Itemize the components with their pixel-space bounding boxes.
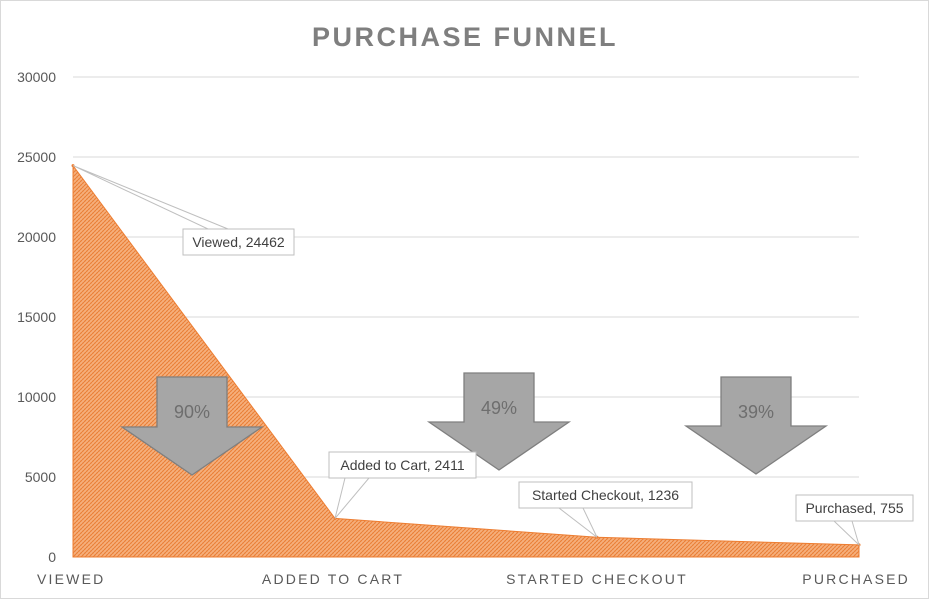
conversion-arrow [426, 372, 572, 471]
y-tick-label: 0 [48, 549, 56, 565]
callout-box [518, 481, 693, 509]
y-tick-label: 15000 [17, 309, 56, 325]
conversion-rate-label: 49% [481, 398, 517, 418]
y-axis-ticks: 0 5000 10000 15000 20000 25000 30000 [17, 69, 56, 565]
x-tick-label: VIEWED [37, 571, 105, 587]
callout-box [182, 228, 295, 256]
conversion-rate-label: 39% [738, 402, 774, 422]
y-tick-label: 10000 [17, 389, 56, 405]
callout-box [328, 451, 477, 479]
conversion-arrows: 90% 49% 39% [119, 372, 829, 476]
area-funnel-shape [72, 164, 860, 558]
conversion-arrow [683, 376, 829, 475]
x-tick-label: ADDED TO CART [262, 571, 404, 587]
data-label: Viewed, 24462 [192, 234, 285, 250]
y-tick-label: 25000 [17, 149, 56, 165]
data-label: Started Checkout, 1236 [532, 487, 679, 503]
callout-pointer [557, 507, 598, 538]
x-tick-label: PURCHASED [802, 571, 910, 587]
x-axis-ticks: VIEWED ADDED TO CART STARTED CHECKOUT PURCH… [37, 571, 910, 587]
callout-box [795, 494, 914, 522]
data-label: Added to Cart, 2411 [340, 457, 464, 473]
y-tick-label: 30000 [17, 69, 56, 85]
callout-pointer [334, 477, 371, 519]
x-tick-label: STARTED CHECKOUT [506, 571, 688, 587]
conversion-arrow [119, 376, 265, 476]
callout-pointer [832, 520, 861, 547]
y-tick-label: 5000 [25, 469, 56, 485]
conversion-rate-label: 90% [174, 402, 210, 422]
chart-title: PURCHASE FUNNEL [312, 22, 618, 52]
y-tick-label: 20000 [17, 229, 56, 245]
data-label: Purchased, 755 [805, 500, 903, 516]
area-series [71, 164, 861, 558]
data-labels: Viewed, 24462 Added to Cart, 2411 Started … [72, 165, 914, 547]
